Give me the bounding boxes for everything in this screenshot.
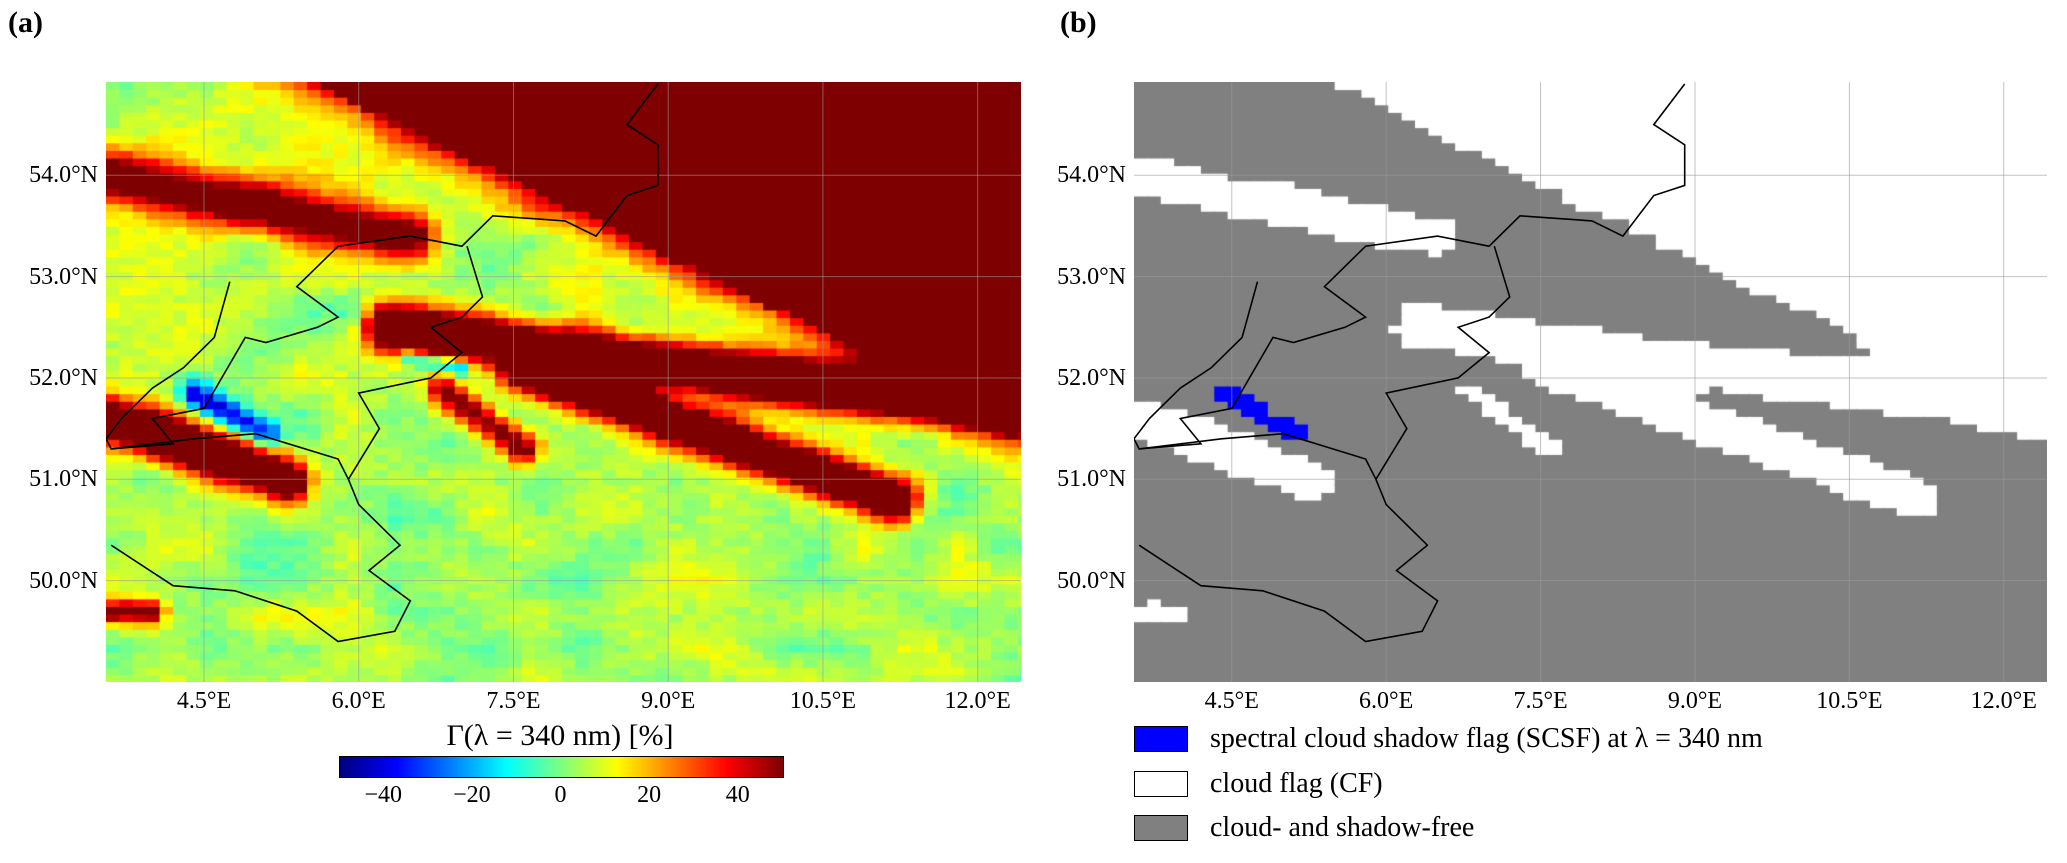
lon-tick-label: 9.0°E: [1667, 688, 1723, 714]
flag-raster: [1134, 82, 2047, 682]
legend-label: spectral cloud shadow flag (SCSF) at λ =…: [1210, 723, 1763, 754]
coastline: [106, 83, 659, 450]
legend-label: cloud flag (CF): [1210, 768, 1383, 799]
legend-label: cloud- and shadow-free: [1210, 812, 1475, 843]
colorbar-tick-label: −20: [453, 782, 491, 808]
country-border: [110, 245, 484, 643]
colorbar-gradient: [340, 757, 783, 777]
lat-tick-label: 53.0°N: [1057, 263, 1126, 290]
panel-a-label: (a): [8, 6, 43, 39]
legend-item-free: cloud- and shadow-free: [1134, 812, 1474, 844]
lon-tick-label: 9.0°E: [641, 688, 696, 714]
flag-map: [1134, 82, 2047, 682]
lat-tick-label: 52.0°N: [1057, 364, 1126, 391]
map-overlay: [1134, 82, 2047, 682]
colorbar-tick-label: −40: [364, 782, 403, 808]
legend-swatch-blue: [1134, 726, 1188, 752]
colorbar-tick-label: 0: [554, 782, 567, 808]
lat-tick-label: 50.0°N: [1057, 567, 1126, 594]
lon-tick-label: 7.5°E: [1513, 688, 1568, 714]
lon-tick-label: 4.5°E: [1204, 688, 1259, 714]
colorbar-tick-label: 40: [725, 782, 750, 808]
legend-swatch-white: [1134, 771, 1188, 797]
gamma-raster: [106, 82, 1021, 682]
country-border: [1138, 245, 1511, 643]
lat-tick-label: 51.0°N: [29, 466, 98, 493]
colorbar-label: Γ(λ = 340 nm) [%]: [446, 719, 674, 752]
lat-tick-label: 50.0°N: [29, 567, 98, 594]
map-overlay: [106, 82, 1021, 682]
lon-tick-label: 12.0°E: [1970, 688, 2037, 714]
lon-tick-label: 7.5°E: [486, 688, 541, 714]
lon-tick-label: 4.5°E: [176, 688, 232, 714]
lon-tick-label: 10.5°E: [1816, 688, 1883, 714]
legend-item-cf: cloud flag (CF): [1134, 768, 1383, 800]
lon-tick-label: 6.0°E: [1359, 688, 1414, 714]
country-border: [1139, 432, 1377, 480]
lat-tick-label: 54.0°N: [29, 162, 98, 189]
legend-item-scsf: spectral cloud shadow flag (SCSF) at λ =…: [1134, 723, 1763, 755]
lat-tick-label: 53.0°N: [29, 263, 98, 290]
colorbar-tick-label: 20: [637, 782, 662, 808]
gamma-map: [106, 82, 1021, 682]
lat-tick-label: 51.0°N: [1057, 466, 1126, 493]
panel-b-label: (b): [1060, 6, 1097, 39]
lat-tick-label: 54.0°N: [1057, 162, 1126, 189]
lon-tick-label: 12.0°E: [944, 688, 1011, 714]
lat-tick-label: 52.0°N: [29, 364, 98, 391]
lon-tick-label: 10.5°E: [789, 688, 857, 714]
legend-swatch-gray: [1134, 815, 1188, 841]
lon-tick-label: 6.0°E: [331, 688, 386, 714]
country-border: [111, 432, 350, 480]
coastline: [1134, 83, 1686, 450]
colorbar: [339, 756, 784, 778]
